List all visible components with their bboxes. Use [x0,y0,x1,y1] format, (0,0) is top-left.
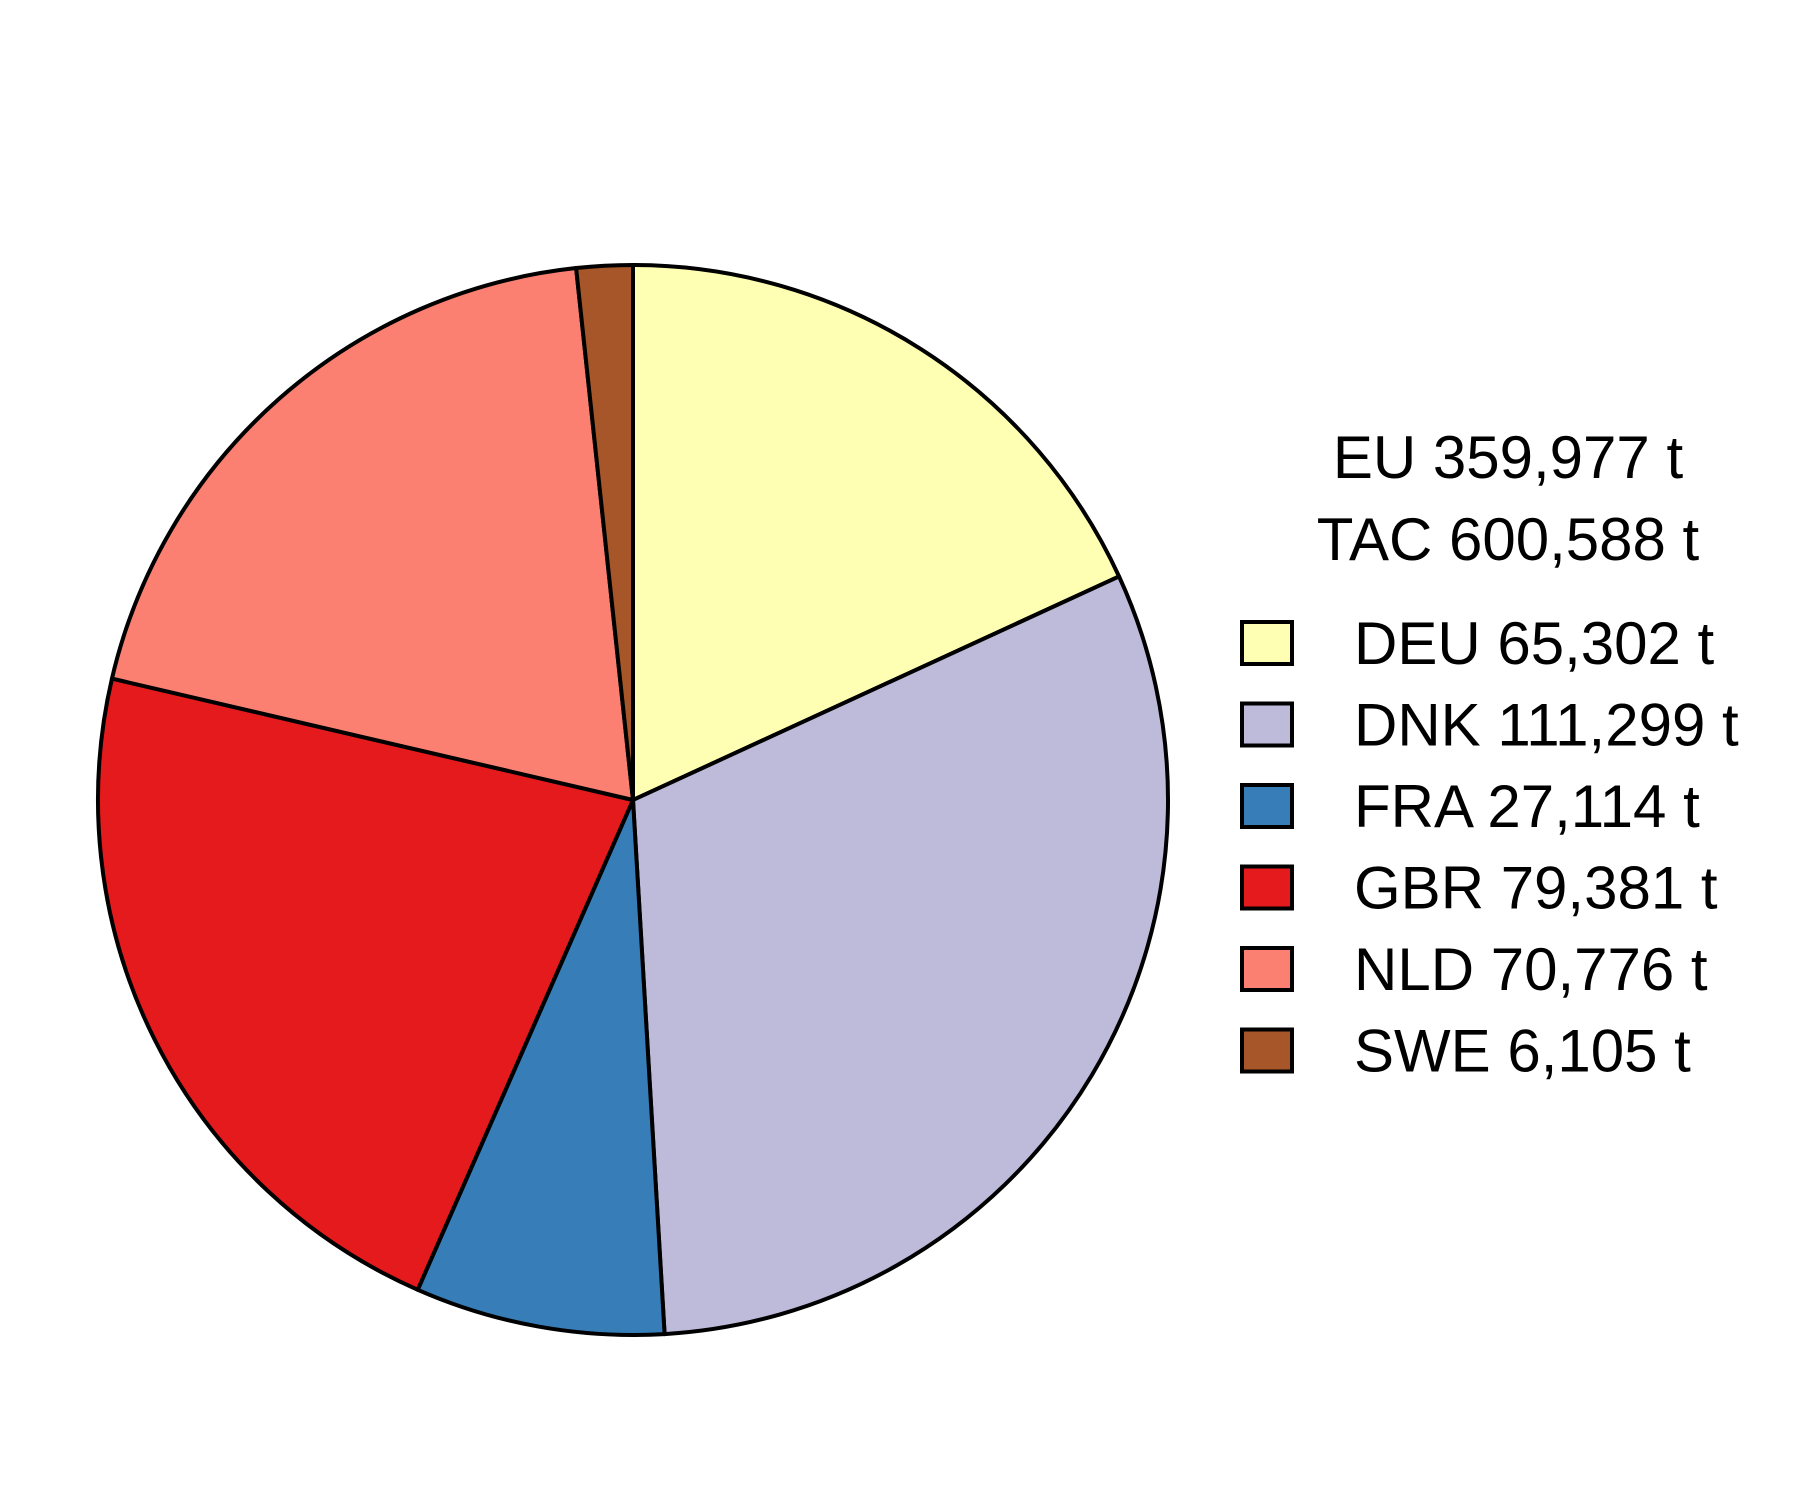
legend-swatch-deu [1240,620,1294,666]
header-tac-total: TAC 600,588 t [1317,506,1700,573]
pie-slices [96,262,1171,1337]
legend-label-nld: NLD 70,776 t [1354,936,1708,1003]
pie-slice-dnk [631,574,1171,1337]
legend-swatch-swe [1240,1027,1294,1074]
legend-label-swe: SWE 6,105 t [1354,1018,1691,1085]
pie-slice-swe [574,262,635,802]
pie-slice-nld [109,266,635,802]
pie-slice-fra [415,798,667,1337]
legend-label-dnk: DNK 111,299 t [1354,692,1739,759]
legend-swatch-fra [1240,783,1294,829]
legend-swatch-nld [1240,946,1294,992]
legend-swatch-dnk [1240,701,1294,748]
legend-label-deu: DEU 65,302 t [1354,610,1715,677]
legend-label-gbr: GBR 79,381 t [1354,855,1718,922]
legend: DEU 65,302 t DNK 111,299 t FRA 27,114 t GBR… [1240,610,1739,1085]
pie-slice-deu [631,263,1122,802]
header-eu-total: EU 359,977 t [1333,424,1684,491]
chart-header: EU 359,977 t TAC 600,588 t [1317,424,1700,573]
pie-slice-gbr [96,676,635,1292]
legend-label-fra: FRA 27,114 t [1354,773,1700,840]
legend-swatch-gbr [1240,864,1294,911]
